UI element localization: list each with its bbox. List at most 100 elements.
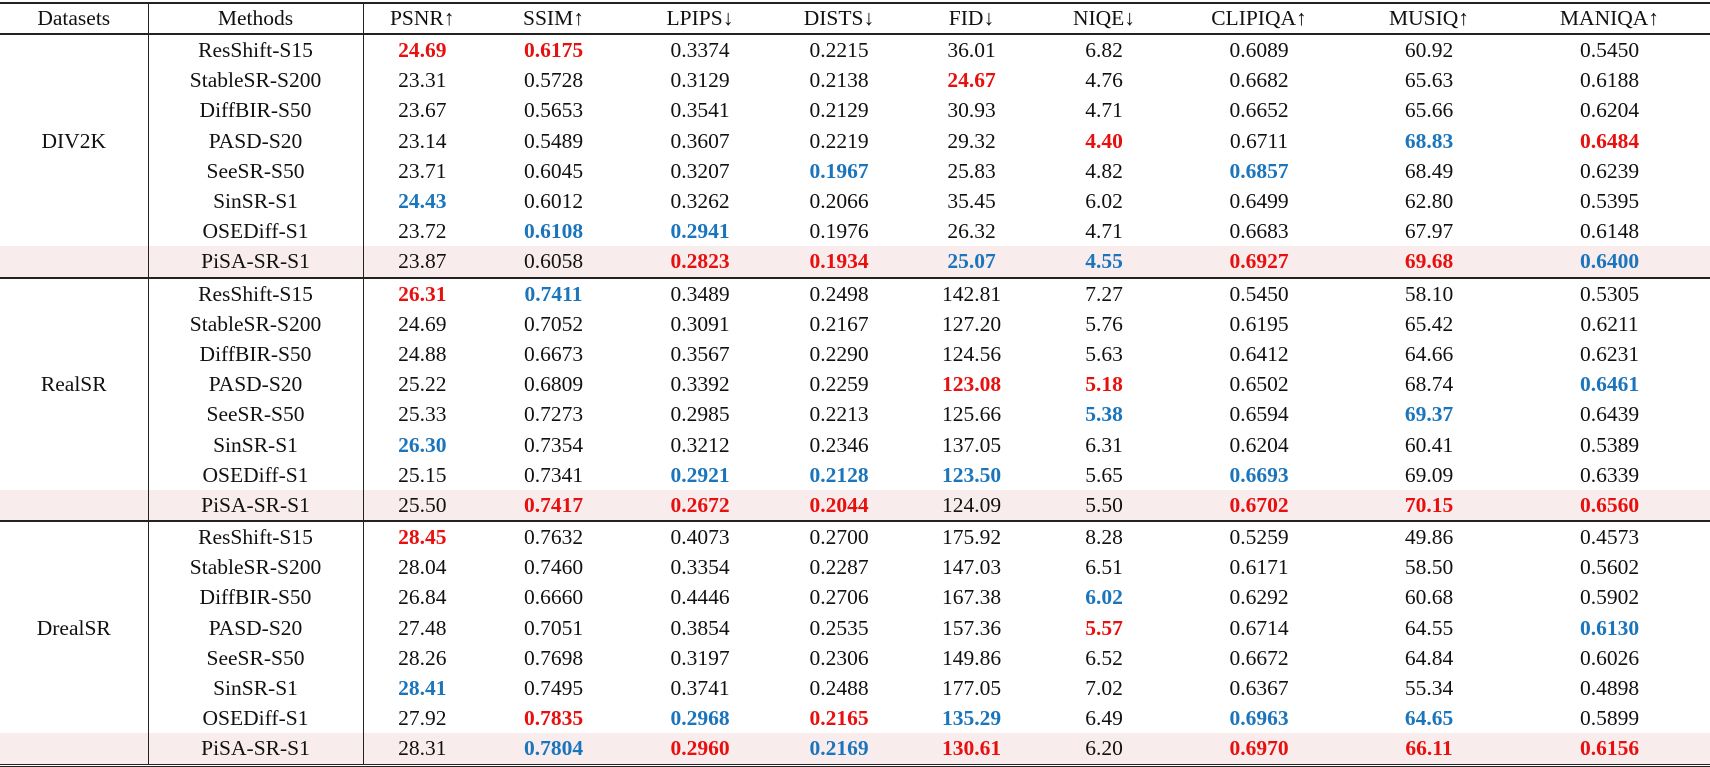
cell-dists: 0.2219 (809, 128, 869, 153)
cell-fid: 25.83 (947, 158, 996, 183)
cell-niqe: 5.65 (1085, 462, 1123, 487)
cell-clipiqa: 0.6963 (1229, 706, 1289, 731)
cell-psnr: 25.15 (398, 462, 447, 487)
cell-musiq: 60.41 (1404, 432, 1454, 457)
cell-ssim: 0.7051 (523, 615, 584, 640)
cell-musiq: 55.34 (1404, 676, 1454, 701)
cell-musiq: 69.68 (1349, 246, 1509, 278)
cell-clipiqa: 0.5259 (1229, 525, 1289, 550)
cell-fid: 123.50 (941, 462, 1002, 487)
cell-dists: 0.1967 (809, 158, 869, 183)
cell-fid: 130.61 (904, 733, 1039, 765)
cell-maniqa: 0.6484 (1579, 128, 1640, 153)
cell-musiq: 67.97 (1404, 219, 1454, 244)
header-fid: FID↓ (948, 6, 995, 30)
cell-dists: 0.2259 (809, 372, 869, 397)
cell-musiq: 64.65 (1404, 706, 1454, 731)
header-lpips: LPIPS↓ (666, 6, 734, 30)
cell-dists: 0.2167 (809, 311, 869, 336)
cell-dists: 0.2498 (809, 281, 869, 306)
cell-lpips: 0.3091 (670, 311, 730, 336)
cell-musiq: 58.50 (1404, 555, 1454, 580)
cell-dists: 0.2215 (809, 38, 869, 63)
cell-lpips: 0.2672 (626, 489, 774, 521)
dataset-cell-blank (0, 733, 149, 765)
cell-dists: 0.2044 (774, 489, 904, 521)
method-name: StableSR-S200 (148, 552, 364, 583)
cell-niqe: 6.82 (1085, 38, 1123, 63)
cell-ssim: 0.6175 (523, 38, 584, 63)
cell-psnr: 25.50 (363, 489, 481, 521)
header-maniqa: MANIQA↑ (1559, 6, 1660, 30)
header-musiq: MUSIQ↑ (1388, 6, 1470, 30)
cell-ssim: 0.5728 (523, 68, 584, 93)
method-name: DiffBIR-S50 (148, 95, 364, 126)
table-row: StableSR-S200 24.69 0.7052 0.3091 0.2167 127.… (0, 308, 1710, 339)
header-clipiqa: CLIPIQA↑ (1211, 6, 1307, 30)
dataset-group-div2k: DIV2K ResShift-S15 24.69 0.6175 0.3374 0.2215… (0, 34, 1710, 278)
cell-dists: 0.2306 (809, 645, 869, 670)
cell-ssim: 0.7804 (481, 733, 626, 765)
cell-psnr: 25.33 (398, 402, 447, 427)
cell-niqe: 4.82 (1085, 158, 1123, 183)
cell-fid: 147.03 (941, 555, 1002, 580)
method-name: ResShift-S15 (148, 34, 364, 66)
cell-psnr: 23.14 (398, 128, 447, 153)
table-row: DiffBIR-S50 24.88 0.6673 0.3567 0.2290 124.56… (0, 338, 1710, 370)
header-dists: DISTS↓ (803, 6, 875, 30)
cell-maniqa: 0.5602 (1579, 555, 1640, 580)
table-row: PASD-S20 23.14 0.5489 0.3607 0.2219 29.32 4.40… (0, 125, 1710, 156)
dataset-label: DIV2K (0, 34, 149, 247)
cell-ssim: 0.6012 (523, 189, 584, 214)
cell-clipiqa: 0.6682 (1229, 68, 1289, 93)
cell-psnr: 23.71 (398, 158, 447, 183)
header-ssim: SSIM↑ (523, 6, 584, 30)
cell-ssim: 0.6660 (523, 585, 584, 610)
cell-niqe: 6.51 (1085, 555, 1123, 580)
method-name: OSEDiff-S1 (148, 459, 364, 490)
cell-musiq: 64.55 (1404, 615, 1454, 640)
cell-musiq: 64.84 (1404, 645, 1454, 670)
cell-niqe: 4.71 (1085, 219, 1123, 244)
cell-psnr: 26.31 (398, 281, 447, 306)
cell-lpips: 0.2823 (626, 246, 774, 278)
cell-maniqa: 0.6239 (1579, 158, 1640, 183)
cell-ssim: 0.7495 (523, 676, 584, 701)
cell-fid: 149.86 (941, 645, 1002, 670)
cell-dists: 0.2128 (809, 462, 869, 487)
cell-dists: 0.2213 (809, 402, 869, 427)
cell-niqe: 4.40 (1085, 128, 1123, 153)
table-row-ours: PiSA-SR-S1 25.50 0.7417 0.2672 0.2044 124.09 5… (0, 489, 1710, 521)
cell-maniqa: 0.6188 (1579, 68, 1640, 93)
table-row: OSEDiff-S1 23.72 0.6108 0.2941 0.1976 26.32 4.… (0, 216, 1710, 247)
cell-clipiqa: 0.6502 (1229, 372, 1289, 397)
cell-lpips: 0.3489 (670, 281, 730, 306)
cell-niqe: 4.71 (1085, 98, 1123, 123)
header-methods: Methods (148, 3, 364, 34)
cell-maniqa: 0.5899 (1579, 706, 1640, 731)
cell-psnr: 28.45 (398, 525, 447, 550)
table-row: DrealSR ResShift-S15 28.45 0.7632 0.4073 0.27… (0, 521, 1710, 734)
cell-niqe: 4.55 (1039, 246, 1169, 278)
cell-fid: 30.93 (947, 98, 996, 123)
cell-musiq: 65.63 (1404, 68, 1454, 93)
cell-fid: 135.29 (941, 706, 1002, 731)
method-name: SinSR-S1 (148, 672, 364, 704)
cell-niqe: 6.52 (1085, 645, 1123, 670)
cell-lpips: 0.3212 (670, 432, 730, 457)
table-row: DiffBIR-S50 23.67 0.5653 0.3541 0.2129 30.93 4… (0, 95, 1710, 126)
header-row: Datasets Methods PSNR↑ SSIM↑ LPIPS↓ DIST… (0, 3, 1710, 34)
cell-niqe: 6.20 (1039, 733, 1169, 765)
cell-clipiqa: 0.6714 (1229, 615, 1289, 640)
cell-psnr: 26.84 (398, 585, 447, 610)
table-row: SeeSR-S50 28.26 0.7698 0.3197 0.2306 149.86 6.… (0, 642, 1710, 673)
cell-niqe: 6.31 (1085, 432, 1123, 457)
table-row: PASD-S20 25.22 0.6809 0.3392 0.2259 123.08 5.1… (0, 369, 1710, 400)
cell-psnr: 23.87 (363, 246, 481, 278)
method-name: OSEDiff-S1 (148, 703, 364, 734)
method-name: PASD-S20 (148, 125, 364, 156)
method-name: PASD-S20 (148, 612, 364, 643)
cell-lpips: 0.3374 (670, 38, 730, 63)
method-name: PiSA-SR-S1 (148, 733, 364, 765)
